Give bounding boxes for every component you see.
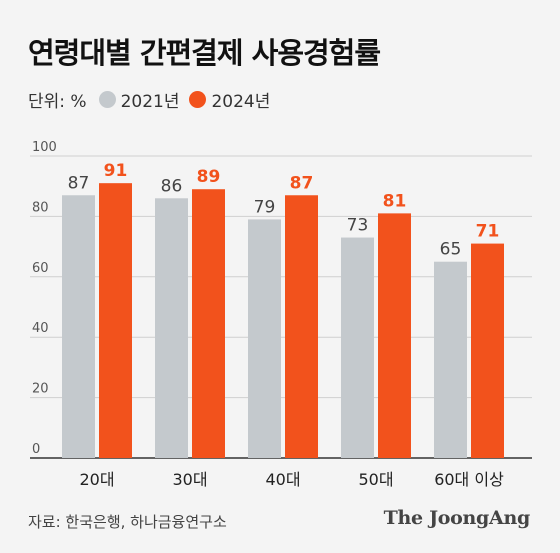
legend-swatch-2024	[189, 91, 207, 108]
x-tick-label: 60대 이상	[434, 470, 504, 489]
bar-2021	[248, 219, 281, 458]
legend-label-2021: 2021년	[120, 92, 180, 112]
publisher-logo: The JoongAng	[383, 507, 531, 529]
y-tick-label: 20	[32, 382, 49, 397]
legend-swatch-2021	[98, 91, 116, 108]
legend-item-2024: 2024년	[189, 87, 270, 112]
y-tick-label: 80	[32, 200, 49, 215]
bar-2021	[155, 198, 188, 458]
y-tick-label: 0	[32, 442, 40, 457]
data-label-2024: 71	[476, 222, 500, 242]
unit-label: 단위: %	[28, 92, 87, 112]
y-tick-label: 60	[32, 261, 49, 276]
data-label-2021: 86	[161, 176, 183, 196]
chart-title: 연령대별 간편결제 사용경험률	[28, 36, 381, 70]
data-label-2024: 89	[197, 167, 221, 187]
bar-2024	[285, 195, 318, 458]
x-tick-label: 50대	[358, 470, 393, 489]
bar-2021	[434, 261, 467, 458]
bar-2021	[62, 195, 95, 458]
y-tick-label: 40	[32, 321, 49, 336]
legend: 단위: % 2021년 2024년	[28, 87, 280, 112]
data-label-2024: 81	[383, 191, 407, 211]
legend-label-2024: 2024년	[211, 92, 271, 112]
data-label-2021: 65	[440, 240, 462, 260]
bar-2024	[192, 189, 225, 458]
source-note: 자료: 한국은행, 하나금융연구소	[28, 513, 227, 531]
legend-item-2021: 2021년	[98, 87, 180, 112]
bar-2024	[99, 183, 132, 458]
x-tick-label: 30대	[172, 470, 207, 489]
data-label-2024: 87	[290, 173, 314, 193]
data-label-2024: 91	[104, 161, 128, 181]
bar-chart: 0 20 40 60 80 100 87 91 20대 86 89 30대 79 87 40대 73 81 50대…	[30, 140, 532, 489]
bar-2021	[341, 237, 374, 458]
bar-2024	[378, 213, 411, 458]
data-label-2021: 87	[68, 173, 90, 193]
data-label-2021: 79	[254, 197, 276, 217]
bar-2024	[471, 243, 504, 458]
x-tick-label: 20대	[79, 470, 114, 489]
y-tick-label: 100	[32, 140, 57, 155]
x-tick-label: 40대	[265, 470, 300, 489]
data-label-2021: 73	[347, 216, 369, 236]
